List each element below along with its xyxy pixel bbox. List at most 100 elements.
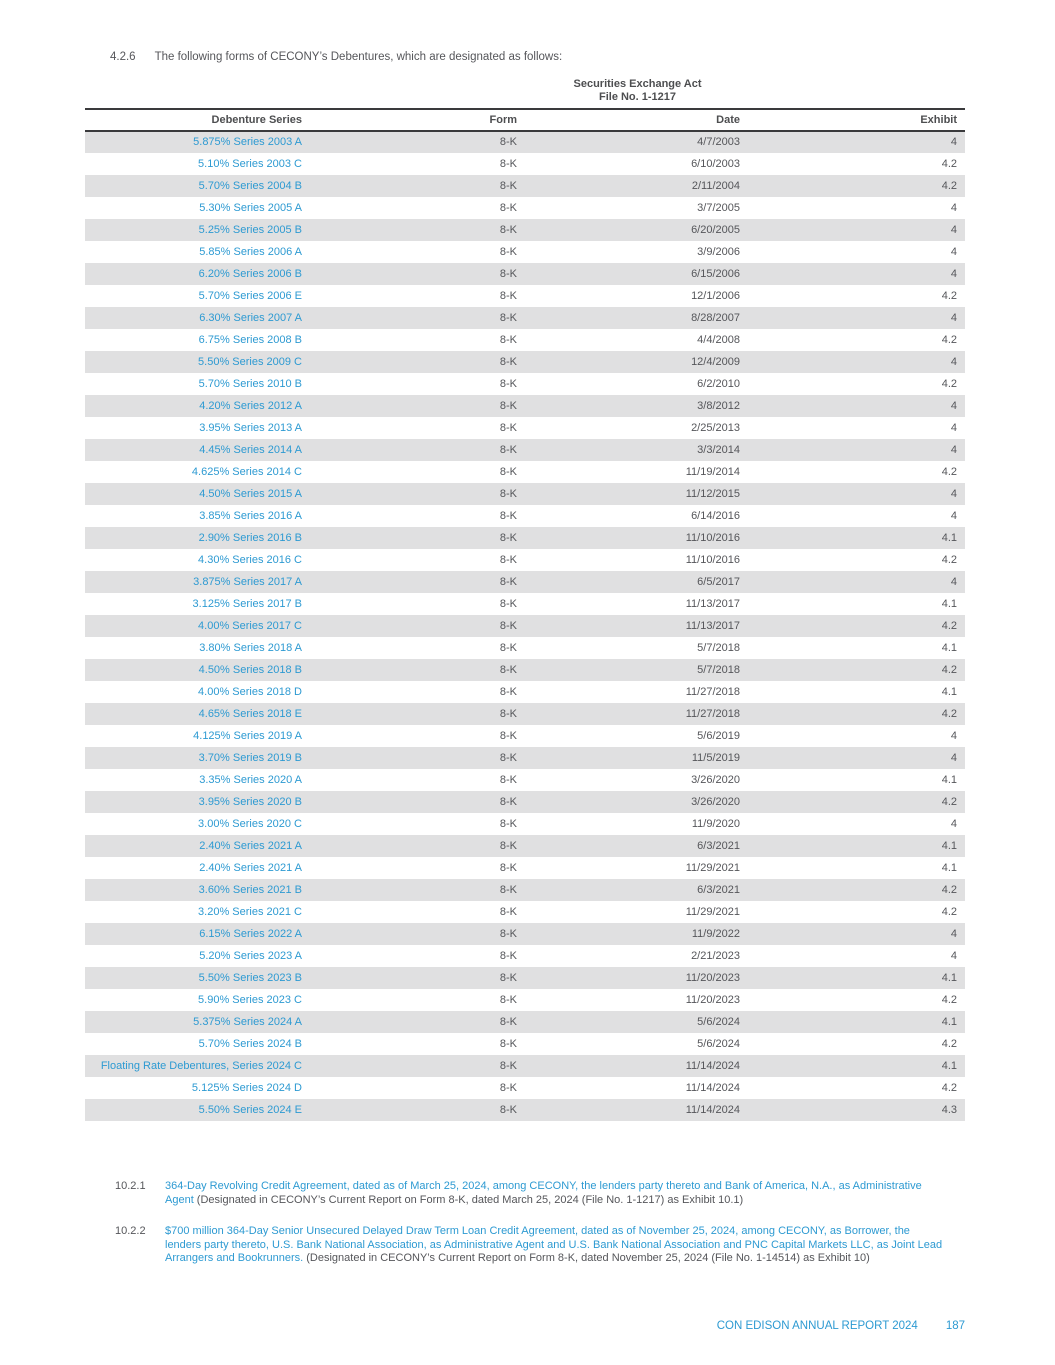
footnote-10-2-2: 10.2.2 $700 million 364-Day Senior Unsec… (115, 1225, 945, 1266)
series-link[interactable]: 4.65% Series 2018 E (198, 708, 302, 720)
cell-exhibit: 4 (748, 307, 966, 329)
cell-form: 8-K (499, 686, 517, 698)
series-link[interactable]: 3.60% Series 2021 B (198, 884, 302, 896)
cell-exhibit: 4.2 (748, 703, 966, 725)
cell-exhibit: 4 (748, 351, 966, 373)
series-link[interactable]: 5.70% Series 2024 B (198, 1038, 302, 1050)
cell-form: 8-K (310, 659, 525, 681)
series-link[interactable]: 5.375% Series 2024 A (193, 1016, 302, 1028)
series-link[interactable]: 3.35% Series 2020 A (199, 774, 302, 786)
table-row: 4.45% Series 2014 A 8-K 3/3/2014 4 (85, 439, 966, 461)
series-link[interactable]: 4.30% Series 2016 C (198, 554, 302, 566)
cell-series: 3.20% Series 2021 C (85, 901, 310, 923)
footnote-10-2-1: 10.2.1 364-Day Revolving Credit Agreemen… (115, 1180, 945, 1207)
table-row: 3.95% Series 2013 A 8-K 2/25/2013 4 (85, 417, 965, 439)
table-row: 5.70% Series 2024 B 8-K 5/6/2024 4.2 (85, 1033, 965, 1055)
series-link[interactable]: 6.20% Series 2006 B (198, 268, 302, 280)
series-link[interactable]: Floating Rate Debentures, Series 2024 C (100, 1060, 302, 1072)
cell-form: 8-K (499, 158, 517, 170)
series-link[interactable]: 3.125% Series 2017 B (192, 598, 302, 610)
cell-form: 8-K (310, 1055, 525, 1077)
series-link[interactable]: 6.75% Series 2008 B (198, 334, 302, 346)
cell-series: 5.20% Series 2023 A (85, 945, 310, 967)
series-link[interactable]: 5.30% Series 2005 A (199, 202, 302, 214)
series-link[interactable]: 5.50% Series 2009 C (198, 356, 302, 368)
series-link[interactable]: 3.20% Series 2021 C (198, 906, 302, 918)
series-link[interactable]: 4.20% Series 2012 A (199, 400, 302, 412)
cell-exhibit: 4 (748, 923, 966, 945)
series-link[interactable]: 5.10% Series 2003 C (198, 158, 302, 170)
cell-series: 6.30% Series 2007 A (85, 307, 310, 329)
footnote-link[interactable]: 364-Day Revolving Credit Agreement, date… (165, 1180, 922, 1206)
cell-form: 8-K (310, 351, 525, 373)
cell-exhibit: 4 (748, 131, 966, 153)
footnote-text: $700 million 364-Day Senior Unsecured De… (165, 1225, 945, 1266)
cell-form: 8-K (499, 818, 517, 830)
table-row: 2.90% Series 2016 B 8-K 11/10/2016 4.1 (85, 527, 966, 549)
series-link[interactable]: 3.875% Series 2017 A (193, 576, 302, 588)
series-link[interactable]: 5.875% Series 2003 A (193, 136, 302, 148)
cell-date: 11/9/2020 (691, 818, 740, 830)
cell-series: 3.95% Series 2020 B (85, 791, 310, 813)
series-link[interactable]: 5.25% Series 2005 B (198, 224, 302, 236)
series-link[interactable]: 5.125% Series 2024 D (191, 1082, 302, 1094)
cell-series: 5.90% Series 2023 C (85, 989, 310, 1011)
series-link[interactable]: 4.625% Series 2014 C (191, 466, 302, 478)
column-header-date: Date (525, 109, 748, 132)
series-link[interactable]: 3.00% Series 2020 C (198, 818, 302, 830)
series-link[interactable]: 2.40% Series 2021 A (199, 840, 302, 852)
cell-date: 5/7/2018 (697, 642, 740, 654)
cell-exhibit: 4.2 (941, 554, 958, 566)
series-link[interactable]: 5.70% Series 2006 E (198, 290, 302, 302)
cell-date: 11/10/2016 (525, 527, 748, 549)
table-row: 5.90% Series 2023 C 8-K 11/20/2023 4.2 (85, 989, 965, 1011)
cell-series: 5.375% Series 2024 A (85, 1011, 310, 1033)
series-link[interactable]: 5.70% Series 2004 B (198, 180, 302, 192)
cell-series: 5.50% Series 2023 B (85, 967, 310, 989)
cell-exhibit: 4.1 (748, 1011, 966, 1033)
series-link[interactable]: 3.85% Series 2016 A (199, 510, 302, 522)
cell-exhibit: 4.2 (748, 791, 966, 813)
series-link[interactable]: 3.95% Series 2020 B (198, 796, 302, 808)
cell-exhibit: 4.2 (941, 906, 958, 918)
cell-date: 11/29/2021 (685, 906, 740, 918)
series-link[interactable]: 6.15% Series 2022 A (199, 928, 302, 940)
report-title: CON EDISON ANNUAL REPORT 2024 (716, 1320, 918, 1332)
series-link[interactable]: 5.50% Series 2023 B (198, 972, 302, 984)
cell-exhibit: 4 (748, 483, 966, 505)
series-link[interactable]: 4.00% Series 2018 D (198, 686, 302, 698)
series-link[interactable]: 2.90% Series 2016 B (198, 532, 302, 544)
series-link[interactable]: 5.85% Series 2006 A (199, 246, 302, 258)
series-link[interactable]: 3.95% Series 2013 A (199, 422, 302, 434)
series-link[interactable]: 3.70% Series 2019 B (198, 752, 302, 764)
series-link[interactable]: 4.50% Series 2015 A (199, 488, 302, 500)
series-link[interactable]: 6.30% Series 2007 A (199, 312, 302, 324)
series-link[interactable]: 4.45% Series 2014 A (199, 444, 302, 456)
series-link[interactable]: 4.50% Series 2018 B (198, 664, 302, 676)
footnote-link[interactable]: $700 million 364-Day Senior Unsecured De… (165, 1225, 943, 1264)
series-link[interactable]: 2.40% Series 2021 A (199, 862, 302, 874)
table-group-header-row: Securities Exchange Act File No. 1-1217 (85, 78, 966, 110)
series-link[interactable]: 4.125% Series 2019 A (193, 730, 302, 742)
cell-series: 2.40% Series 2021 A (85, 835, 310, 857)
series-link[interactable]: 5.70% Series 2010 B (198, 378, 302, 390)
series-link[interactable]: 5.90% Series 2023 C (198, 994, 302, 1006)
cell-date: 2/25/2013 (691, 422, 740, 434)
series-link[interactable]: 5.20% Series 2023 A (199, 950, 302, 962)
group-header-line1: Securities Exchange Act (573, 78, 702, 90)
table-row: 5.50% Series 2023 B 8-K 11/20/2023 4.1 (85, 967, 966, 989)
cell-date: 11/14/2024 (525, 1099, 748, 1121)
series-link[interactable]: 4.00% Series 2017 C (198, 620, 302, 632)
cell-date: 4/7/2003 (525, 131, 748, 153)
table-row: 5.70% Series 2010 B 8-K 6/2/2010 4.2 (85, 373, 965, 395)
cell-date: 3/26/2020 (525, 791, 748, 813)
debentures-table: Securities Exchange Act File No. 1-1217 … (85, 78, 966, 1121)
cell-series: 4.65% Series 2018 E (85, 703, 310, 725)
series-link[interactable]: 3.80% Series 2018 A (199, 642, 302, 654)
group-header-line2: File No. 1-1217 (598, 91, 677, 103)
cell-date: 11/14/2024 (525, 1055, 748, 1077)
cell-series: 5.125% Series 2024 D (85, 1077, 310, 1099)
cell-series: 4.125% Series 2019 A (85, 725, 310, 747)
series-link[interactable]: 5.50% Series 2024 E (198, 1104, 302, 1116)
table-column-header-row: Debenture Series Form Date Exhibit (85, 109, 966, 132)
